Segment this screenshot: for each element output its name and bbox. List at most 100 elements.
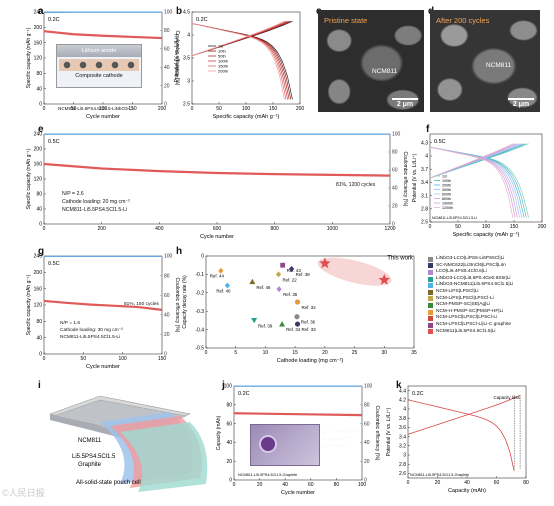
sem-cycled-scalebar: 2 μm bbox=[508, 98, 534, 108]
capacity-series bbox=[43, 299, 163, 311]
legend-swatch bbox=[428, 309, 433, 315]
x-axis-label: Cathode loading (mg cm⁻²) bbox=[277, 358, 344, 364]
x-tick-label: 20 bbox=[257, 482, 263, 488]
sem-pristine-scalebar-label: 2 μm bbox=[396, 101, 414, 108]
legend-swatch bbox=[428, 289, 433, 295]
x-tick-label: 0 bbox=[43, 106, 46, 112]
this-work-label: This work bbox=[387, 256, 414, 262]
data-point-label: Ref. 35 bbox=[283, 292, 298, 297]
y-tick-label: -0.1 bbox=[195, 272, 204, 278]
discharge-curve bbox=[191, 23, 287, 100]
capacity-loss-label: Capacity loss bbox=[494, 395, 521, 400]
y-tick-label: 0 bbox=[39, 222, 42, 228]
rate-label: 0.2C bbox=[48, 17, 60, 23]
x-tick-label: 150 bbox=[269, 106, 278, 112]
y-tick-label: 3 bbox=[187, 79, 190, 85]
x-tick-label: 100 bbox=[482, 224, 491, 230]
discharge-curve bbox=[191, 23, 285, 100]
y-tick-label: 200 bbox=[34, 147, 43, 153]
x-axis-label: Cycle number bbox=[86, 364, 120, 370]
y-tick-label: 120 bbox=[34, 177, 43, 183]
x-tick-label: 100 bbox=[118, 356, 127, 362]
legend-label: 10th bbox=[218, 49, 226, 54]
watermark: ©人民日报 bbox=[2, 488, 45, 498]
y2-tick-label: 60 bbox=[164, 46, 170, 52]
rate-label: 0.2C bbox=[238, 391, 250, 397]
legend-label: 800th bbox=[442, 197, 451, 201]
y-tick-label: 3.4 bbox=[421, 180, 428, 186]
pouch-cell-photo-logo bbox=[259, 435, 277, 453]
capacity-series bbox=[233, 412, 363, 417]
sem-pristine-scalebar: 2 μm bbox=[392, 98, 418, 108]
y-axis-label: Potential (V vs. Li/Li⁺) bbox=[412, 153, 418, 202]
panel-a-formula: NCM811-Li5.5PS4.5Cl1.5-LiNbO3-Li bbox=[58, 106, 133, 111]
legend-label: SC-NMC622|Li3InCl6|LPSCl|LiIn bbox=[436, 262, 506, 268]
x-tick-label: 20 bbox=[322, 350, 328, 356]
x-tick-label: 15 bbox=[292, 350, 298, 356]
y-tick-label: 40 bbox=[36, 207, 42, 213]
rate-label: 0.5C bbox=[48, 261, 60, 267]
y2-tick-label: 100 bbox=[364, 384, 373, 390]
y-tick-label: 120 bbox=[34, 56, 43, 62]
legend-swatch bbox=[428, 316, 433, 322]
rate-label: 0.2C bbox=[196, 17, 208, 23]
y-axis-label: Specific capacity (mAh g⁻¹) bbox=[26, 148, 32, 209]
discharge-curve bbox=[429, 146, 514, 218]
y-tick-label: 3 bbox=[403, 453, 406, 459]
legend-entry: NCM811|Li5.5PS4.5Cl1.5|Li bbox=[428, 329, 513, 336]
x-tick-label: 10 bbox=[263, 350, 269, 356]
legend-label: 200th bbox=[218, 69, 228, 74]
panel-b-chart: 0 50 100 150 200 2.5 3 3.5 4 4.5 Specific capacity… bbox=[174, 10, 304, 120]
data-point-label: Ref. 40 bbox=[216, 288, 231, 293]
y-tick-label: -0.2 bbox=[195, 290, 204, 296]
y-axis-label: Capacity decay rate (%) bbox=[182, 275, 188, 329]
y-tick-label: -0.4 bbox=[195, 327, 204, 333]
panel-g-retention: 81%, 150 cycles bbox=[124, 302, 159, 307]
legend-label: NCM-LPSCl|LPSCl|LPSCl-Li bbox=[436, 315, 498, 321]
y-tick-label: 200 bbox=[34, 25, 43, 31]
x-tick-label: 1000 bbox=[327, 226, 338, 232]
lithium-anode-layer: Lithium anode bbox=[57, 45, 141, 57]
x-tick-label: 0 bbox=[429, 224, 432, 230]
y2-axis-label: Coulombic efficiency (%) bbox=[174, 31, 180, 86]
y2-tick-label: 20 bbox=[364, 459, 370, 465]
panel-letter-e: e bbox=[38, 124, 44, 135]
legend-label: 100th bbox=[442, 179, 451, 183]
panel-h-legend: LiNbO3-LCO|LiPS6-Li6PS5Cl|Li SC-NMC622|Li… bbox=[428, 256, 513, 335]
x-tick-label: 20 bbox=[435, 480, 441, 486]
plot-frame bbox=[205, 255, 415, 349]
y-tick-label: 4.4 bbox=[399, 388, 406, 394]
legend-swatch bbox=[428, 269, 433, 275]
legend-label: 1000th bbox=[442, 202, 453, 206]
legend-swatch bbox=[428, 322, 433, 328]
y-tick-label: 160 bbox=[34, 286, 43, 292]
legend-entry: LiNbO3-NCM811|Li5.5PS4.5Cl1.5|Li bbox=[428, 282, 513, 289]
data-point-label: Ref. 32 bbox=[302, 305, 317, 310]
panel-j-inset-loading: 15 mg cm⁻² bbox=[322, 436, 347, 441]
x-axis-label: Cycle number bbox=[86, 114, 120, 120]
x-tick-label: 800 bbox=[270, 226, 279, 232]
legend-entry: LiNbO3-LCO|LiPS6-Li6PS5Cl|Li bbox=[428, 256, 513, 263]
panel-f-chart: 0 50 100 150 200 2.5 2.8 3.1 3.4 3.7 4 4.3 Specific … bbox=[412, 133, 546, 238]
legend-swatch bbox=[428, 296, 433, 302]
composite-cathode-label: Composite cathode bbox=[75, 73, 123, 79]
panel-a-chart: 0 50 100 150 2000408012016020024002040608010… bbox=[26, 10, 180, 120]
data-point-star bbox=[319, 257, 331, 269]
legend-label: LiNbO3-NCM811|Li5.5PS4.5Cl1.5|Li bbox=[436, 282, 514, 288]
y2-axis-label: Coulombic efficiency (%) bbox=[402, 152, 408, 207]
legend-label: NCM-LPSCl|LPSCl-Li|Li-C graphite bbox=[436, 321, 512, 327]
y2-tick-label: 40 bbox=[164, 65, 170, 71]
legend-entry: NCM-LPSCl|LPSCl-Li|Li-C graphite bbox=[428, 322, 513, 329]
y-tick-label: 0 bbox=[39, 352, 42, 358]
layer-label-ncm811: NCM811 bbox=[78, 438, 102, 444]
y2-tick-label: 60 bbox=[392, 168, 398, 174]
x-tick-label: 35 bbox=[411, 350, 417, 356]
rate-label: 0.2C bbox=[412, 391, 424, 397]
sem-pristine-title: Pristine state bbox=[324, 16, 368, 25]
y-tick-label: 80 bbox=[36, 192, 42, 198]
x-tick-label: 100 bbox=[242, 106, 251, 112]
legend-entry: NCM-H-PMSP-SC|PMSP-HF|Li bbox=[428, 309, 513, 316]
discharge-curve bbox=[191, 23, 290, 100]
panel-j-chart: 0 20 40 60 80 100020406080100020406080100Coul… bbox=[216, 384, 380, 496]
legend-label: 1st bbox=[442, 175, 447, 179]
